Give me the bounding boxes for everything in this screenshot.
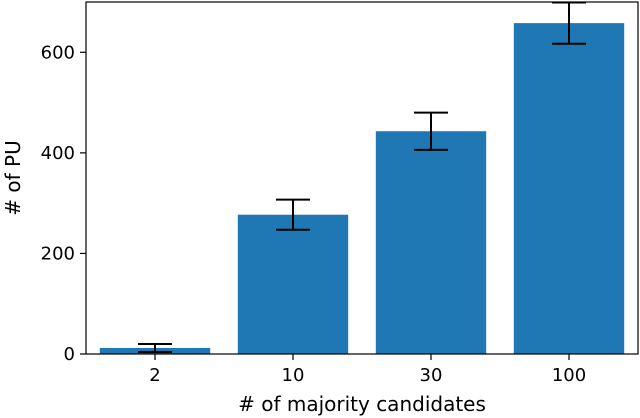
errorbar-30 bbox=[414, 111, 448, 151]
errorbar-10 bbox=[276, 198, 310, 231]
bars-layer bbox=[99, 23, 625, 355]
x-tick-label-30: 30 bbox=[420, 365, 443, 386]
x-axis: 2 10 30 100 bbox=[149, 354, 586, 386]
y-tick-label-600: 600 bbox=[41, 42, 75, 63]
plot-frame bbox=[85, 1, 639, 355]
y-axis: 0 200 400 600 bbox=[41, 42, 86, 365]
bar-30 bbox=[375, 131, 487, 354]
y-tick-label-400: 400 bbox=[41, 143, 75, 164]
x-tick-label-10: 10 bbox=[282, 365, 305, 386]
bar-100 bbox=[513, 23, 625, 355]
x-tick-label-100: 100 bbox=[552, 365, 586, 386]
y-tick-label-0: 0 bbox=[64, 344, 75, 365]
bar-10 bbox=[237, 214, 349, 354]
errorbar-2 bbox=[138, 342, 172, 353]
x-tick-label-2: 2 bbox=[149, 365, 160, 386]
y-tick-label-200: 200 bbox=[41, 243, 75, 264]
y-axis-label: # of PU bbox=[1, 140, 25, 215]
x-axis-label: # of majority candidates bbox=[238, 392, 486, 416]
